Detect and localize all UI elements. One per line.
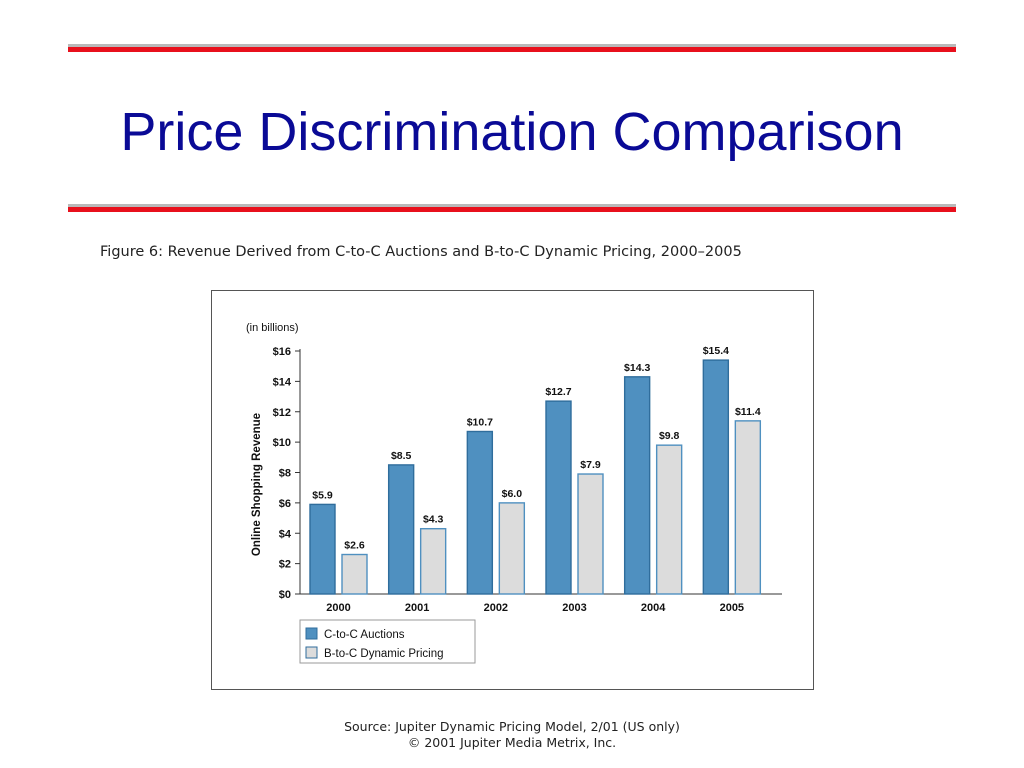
data-label: $7.9 <box>580 459 601 471</box>
x-tick-label: 2001 <box>405 602 429 614</box>
x-tick-label: 2002 <box>484 602 508 614</box>
page-title: Price Discrimination Comparison <box>120 102 904 162</box>
legend-label: C-to-C Auctions <box>324 629 405 641</box>
data-label: $9.8 <box>659 430 680 442</box>
data-label: $12.7 <box>545 386 571 398</box>
units-note: (in billions) <box>246 322 299 334</box>
bar-c-to-c-2004 <box>623 376 651 595</box>
bar-b-to-c-2002 <box>498 502 526 595</box>
x-tick-label: 2000 <box>326 602 350 614</box>
y-tick-label: $14 <box>273 376 292 388</box>
y-tick-label: $10 <box>273 437 291 449</box>
bar-c-to-c-2002 <box>466 430 494 595</box>
data-label: $4.3 <box>423 514 444 526</box>
data-label: $6.0 <box>502 488 523 500</box>
chart-frame: (in billions) Online Shopping Revenue $0 $2… <box>211 290 814 690</box>
bar-b-to-c-2003 <box>577 473 604 595</box>
data-label: $14.3 <box>624 362 650 374</box>
copyright-line: © 2001 Jupiter Media Metrix, Inc. <box>407 735 617 750</box>
legend-swatch <box>305 627 318 640</box>
figure-caption: Figure 6: Revenue Derived from C-to-C Au… <box>100 244 742 260</box>
bar-c-to-c-2000 <box>309 503 336 595</box>
data-label: $11.4 <box>735 406 761 418</box>
bar-c-to-c-2001 <box>387 464 415 595</box>
data-label: $10.7 <box>467 416 493 428</box>
y-tick-label: $0 <box>279 589 291 601</box>
title-divider <box>68 204 956 212</box>
source-note: Source: Jupiter Dynamic Pricing Model, 2… <box>0 719 1024 751</box>
x-tick-label: 2004 <box>641 602 666 614</box>
bar-b-to-c-2000 <box>341 553 368 595</box>
y-axis-title: Online Shopping Revenue <box>251 413 263 556</box>
data-label: $8.5 <box>391 450 412 462</box>
bar-c-to-c-2005 <box>702 359 730 595</box>
x-tick-label: 2005 <box>720 602 744 614</box>
bar-chart: (in billions) Online Shopping Revenue $0 $2… <box>246 322 782 664</box>
data-label: $5.9 <box>312 489 333 501</box>
y-tick-label: $4 <box>279 528 292 540</box>
bar-c-to-c-2003 <box>545 400 572 595</box>
y-tick-label: $12 <box>273 407 291 419</box>
x-tick-label: 2003 <box>562 602 586 614</box>
bar-b-to-c-2001 <box>419 527 447 595</box>
y-tick-label: $16 <box>273 346 291 358</box>
legend-swatch <box>305 646 318 659</box>
y-tick-label: $8 <box>279 468 291 480</box>
bar-b-to-c-2005 <box>734 420 762 595</box>
source-line: Source: Jupiter Dynamic Pricing Model, 2… <box>344 719 680 734</box>
y-tick-label: $2 <box>279 559 291 571</box>
y-tick-label: $6 <box>279 498 291 510</box>
legend-label: B-to-C Dynamic Pricing <box>324 648 444 660</box>
data-label: $2.6 <box>344 540 365 552</box>
bar-b-to-c-2004 <box>655 444 683 595</box>
legend-box <box>299 619 476 664</box>
top-divider <box>68 44 956 52</box>
data-label: $15.4 <box>703 345 729 357</box>
